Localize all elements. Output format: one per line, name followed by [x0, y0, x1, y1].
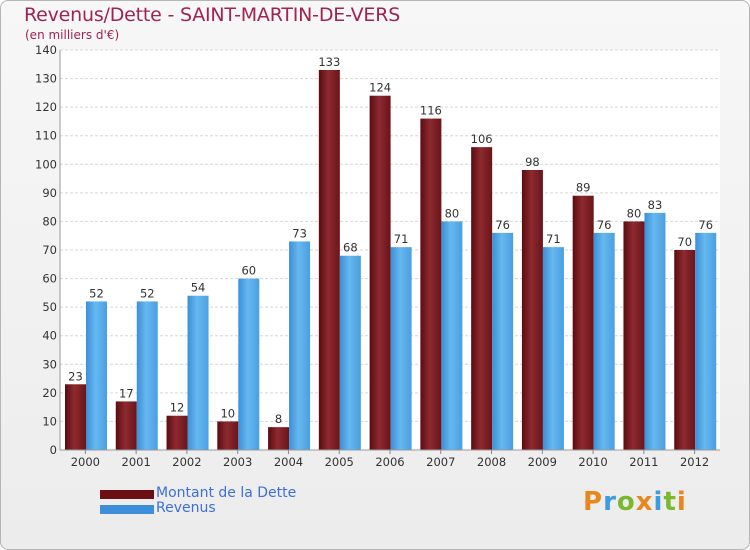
- data-label: 23: [68, 369, 83, 383]
- data-label: 54: [191, 281, 206, 295]
- data-label: 106: [471, 132, 493, 146]
- data-label: 68: [343, 241, 358, 255]
- x-tick-label: 2004: [274, 455, 303, 469]
- bar-revenus: [593, 232, 615, 450]
- y-tick-label: 120: [35, 100, 57, 114]
- bar-dette: [115, 401, 137, 450]
- y-tick-label: 50: [42, 300, 57, 314]
- bar-dette: [521, 170, 543, 450]
- data-label: 73: [292, 226, 307, 240]
- y-tick-label: 110: [35, 129, 57, 143]
- bar-revenus: [441, 221, 463, 450]
- y-tick-label: 140: [35, 43, 57, 57]
- y-tick-label: 100: [35, 157, 57, 171]
- bar-revenus: [695, 232, 717, 450]
- data-label: 83: [648, 198, 663, 212]
- chart-title: Revenus/Dette - SAINT-MARTIN-DE-VERS: [24, 4, 401, 26]
- data-label: 10: [220, 406, 235, 420]
- bar-revenus: [339, 255, 361, 450]
- bar-dette: [268, 427, 290, 450]
- logo-letter: i: [676, 487, 687, 517]
- data-label: 60: [241, 264, 256, 278]
- bars-layer: [65, 70, 717, 451]
- bar-revenus: [289, 241, 311, 450]
- bar-revenus: [86, 301, 107, 450]
- axis-layer: 0 10 20 30 40 50 60 70 80 90 100 110 120 130 140 2000 20…: [35, 43, 720, 469]
- x-tick-label: 2012: [680, 455, 709, 469]
- bar-revenus: [644, 212, 666, 450]
- x-tick-label: 2003: [223, 455, 252, 469]
- data-label: 80: [445, 206, 460, 220]
- x-tick-label: 2002: [172, 455, 201, 469]
- data-label: 76: [597, 218, 612, 232]
- data-label: 133: [318, 55, 340, 69]
- y-tick-label: 60: [42, 272, 57, 286]
- x-tick-label: 2006: [375, 455, 404, 469]
- bar-revenus: [492, 232, 514, 450]
- y-tick-label: 30: [42, 357, 57, 371]
- y-tick-label: 80: [42, 214, 57, 228]
- x-tick-label: 2010: [578, 455, 607, 469]
- y-tick-label: 0: [50, 443, 57, 457]
- bar-dette: [166, 415, 188, 450]
- data-label: 8: [275, 412, 282, 426]
- y-tick-label: 40: [42, 329, 57, 343]
- data-label: 124: [369, 81, 391, 95]
- proxiti-logo: Proxiti: [583, 487, 687, 517]
- legend-label-dette: Montant de la Dette: [156, 485, 297, 501]
- bar-dette: [572, 195, 594, 450]
- y-tick-label: 90: [42, 186, 57, 200]
- bar-dette: [471, 147, 493, 450]
- legend-swatch-revenus: [100, 505, 154, 514]
- logo-letter: r: [603, 487, 617, 517]
- logo-letter: x: [635, 487, 654, 517]
- y-tick-label: 70: [42, 243, 57, 257]
- data-label: 12: [170, 401, 185, 415]
- data-label: 71: [546, 232, 561, 246]
- bar-revenus: [238, 278, 260, 450]
- bar-revenus: [390, 247, 412, 450]
- data-label: 76: [698, 218, 713, 232]
- data-label: 52: [89, 286, 104, 300]
- x-tick-label: 2000: [71, 455, 100, 469]
- bar-revenus: [136, 301, 158, 450]
- data-label: 89: [576, 181, 591, 195]
- bar-revenus: [187, 295, 209, 450]
- data-label: 116: [420, 104, 442, 118]
- logo-letter: i: [653, 487, 664, 517]
- data-label: 52: [140, 286, 155, 300]
- chart-subtitle: (en milliers d'€): [25, 28, 120, 42]
- x-tick-label: 2008: [477, 455, 506, 469]
- labels-layer: 23 52 17 52 12 54 10 60 8 73 133 68 124 71 116 80 106 76 9…: [68, 55, 713, 426]
- x-tick-label: 2011: [629, 455, 658, 469]
- bar-dette: [674, 250, 696, 450]
- logo-letter: P: [583, 487, 604, 517]
- bar-dette: [623, 221, 645, 450]
- legend-swatch-dette: [100, 490, 154, 499]
- y-tick-label: 130: [35, 72, 57, 86]
- bar-dette: [217, 421, 239, 450]
- logo-letter: o: [616, 487, 636, 517]
- data-label: 76: [495, 218, 510, 232]
- bar-revenus: [542, 247, 564, 450]
- bar-dette: [369, 95, 391, 450]
- bar-dette: [318, 70, 340, 450]
- x-tick-label: 2001: [122, 455, 151, 469]
- data-label: 80: [627, 206, 642, 220]
- y-tick-label: 20: [42, 386, 57, 400]
- bar-dette: [65, 384, 86, 450]
- legend-label-revenus: Revenus: [156, 500, 216, 516]
- bar-chart: 23 52 17 52 12 54 10 60 8 73 133 68 124 71 116 80 106 76 9…: [35, 43, 720, 469]
- data-label: 70: [677, 235, 692, 249]
- logo-letter: t: [663, 487, 677, 517]
- x-tick-label: 2005: [325, 455, 354, 469]
- data-label: 98: [525, 155, 540, 169]
- data-label: 17: [119, 386, 134, 400]
- x-tick-label: 2007: [426, 455, 455, 469]
- y-tick-label: 10: [42, 414, 57, 428]
- bar-dette: [420, 118, 442, 451]
- data-label: 71: [394, 232, 409, 246]
- x-tick-label: 2009: [528, 455, 557, 469]
